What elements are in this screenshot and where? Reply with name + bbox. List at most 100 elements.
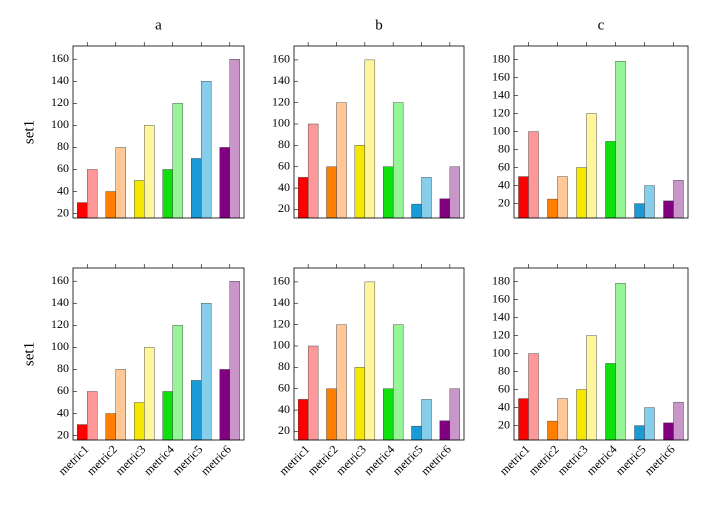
bar (364, 59, 376, 219)
bar (586, 113, 597, 219)
bar (134, 402, 145, 441)
bar (162, 169, 173, 219)
bar (307, 345, 319, 441)
y-tick-label: 100 (272, 116, 290, 130)
bar (191, 380, 202, 441)
y-tick-label: 40 (57, 183, 69, 197)
plot-frame (513, 45, 689, 219)
bar (449, 388, 461, 441)
x-tick-label: metric2 (84, 442, 120, 478)
bar (354, 145, 366, 219)
x-tick-label: metric3 (112, 442, 148, 478)
bar (201, 81, 212, 219)
y-tick-label: 100 (51, 339, 69, 353)
bar (326, 388, 337, 441)
bar (528, 131, 539, 219)
bar (449, 166, 461, 219)
bar (382, 166, 394, 219)
y-tick-label: 120 (272, 94, 290, 108)
bar (634, 425, 645, 441)
y-tick-label: 60 (278, 380, 290, 394)
y-tick-label: 60 (498, 381, 510, 395)
y-tick-label: 60 (498, 159, 510, 173)
bar (421, 399, 432, 441)
plot-frame (293, 45, 465, 219)
x-tick-label: metric2 (526, 442, 562, 478)
bar (144, 347, 155, 441)
bar (411, 203, 422, 219)
y-tick-label: 20 (498, 195, 510, 209)
bar (557, 398, 568, 441)
y-tick-label: 140 (51, 295, 69, 309)
bar (605, 363, 616, 441)
bar (219, 369, 230, 441)
bar (382, 388, 394, 441)
bar (77, 424, 88, 441)
y-tick-label: 140 (51, 73, 69, 87)
bar (201, 303, 212, 441)
bar (615, 61, 626, 219)
y-tick-label: 40 (57, 405, 69, 419)
y-tick-label: 100 (51, 117, 69, 131)
y-tick-label: 160 (272, 274, 290, 288)
bar (557, 176, 568, 219)
y-tick-label: 140 (272, 73, 290, 87)
bar (411, 425, 422, 441)
y-tick-label: 120 (51, 95, 69, 109)
bar (439, 198, 451, 219)
y-tick-label: 120 (492, 105, 510, 119)
x-tick-label: metric1 (497, 442, 533, 478)
bar (105, 413, 116, 441)
bar (634, 203, 645, 219)
plot-frame (72, 45, 245, 219)
y-axis-label: set1 (21, 120, 37, 144)
y-tick-label: 80 (57, 361, 69, 375)
bar (663, 200, 674, 219)
bar (576, 167, 587, 219)
y-tick-label: 80 (498, 141, 510, 155)
x-tick-label: metric6 (198, 442, 234, 478)
y-tick-label: 120 (51, 317, 69, 331)
panel-title: b (375, 17, 383, 33)
bar (191, 158, 202, 219)
x-tick-label: metric6 (418, 442, 454, 478)
bar (162, 391, 173, 441)
bar (105, 191, 116, 219)
bar (615, 283, 626, 441)
x-tick-label: metric4 (361, 442, 397, 478)
bar (644, 185, 655, 219)
bar (297, 399, 309, 441)
y-tick-label: 100 (492, 345, 510, 359)
bar (663, 422, 674, 441)
plot-frame (513, 267, 689, 441)
y-tick-label: 80 (278, 359, 290, 373)
bar (547, 198, 558, 219)
bar (336, 102, 347, 219)
bar (307, 123, 319, 219)
bar (547, 420, 558, 441)
y-tick-label: 60 (57, 161, 69, 175)
bar (673, 179, 684, 219)
bar (518, 176, 529, 219)
y-tick-label: 160 (492, 291, 510, 305)
y-tick-label: 40 (498, 177, 510, 191)
y-tick-label: 100 (492, 123, 510, 137)
bar (354, 367, 366, 441)
plot-frame (72, 267, 245, 441)
bar (229, 59, 240, 219)
bar (605, 141, 616, 219)
y-tick-label: 120 (492, 327, 510, 341)
bar (336, 324, 347, 441)
bar (172, 325, 183, 441)
bar (439, 420, 451, 441)
y-tick-label: 40 (278, 180, 290, 194)
bar (576, 389, 587, 441)
bar (364, 281, 376, 441)
y-tick-label: 20 (278, 423, 290, 437)
bar (297, 177, 309, 219)
y-tick-label: 80 (57, 139, 69, 153)
bar (229, 281, 240, 441)
y-tick-label: 20 (278, 201, 290, 215)
